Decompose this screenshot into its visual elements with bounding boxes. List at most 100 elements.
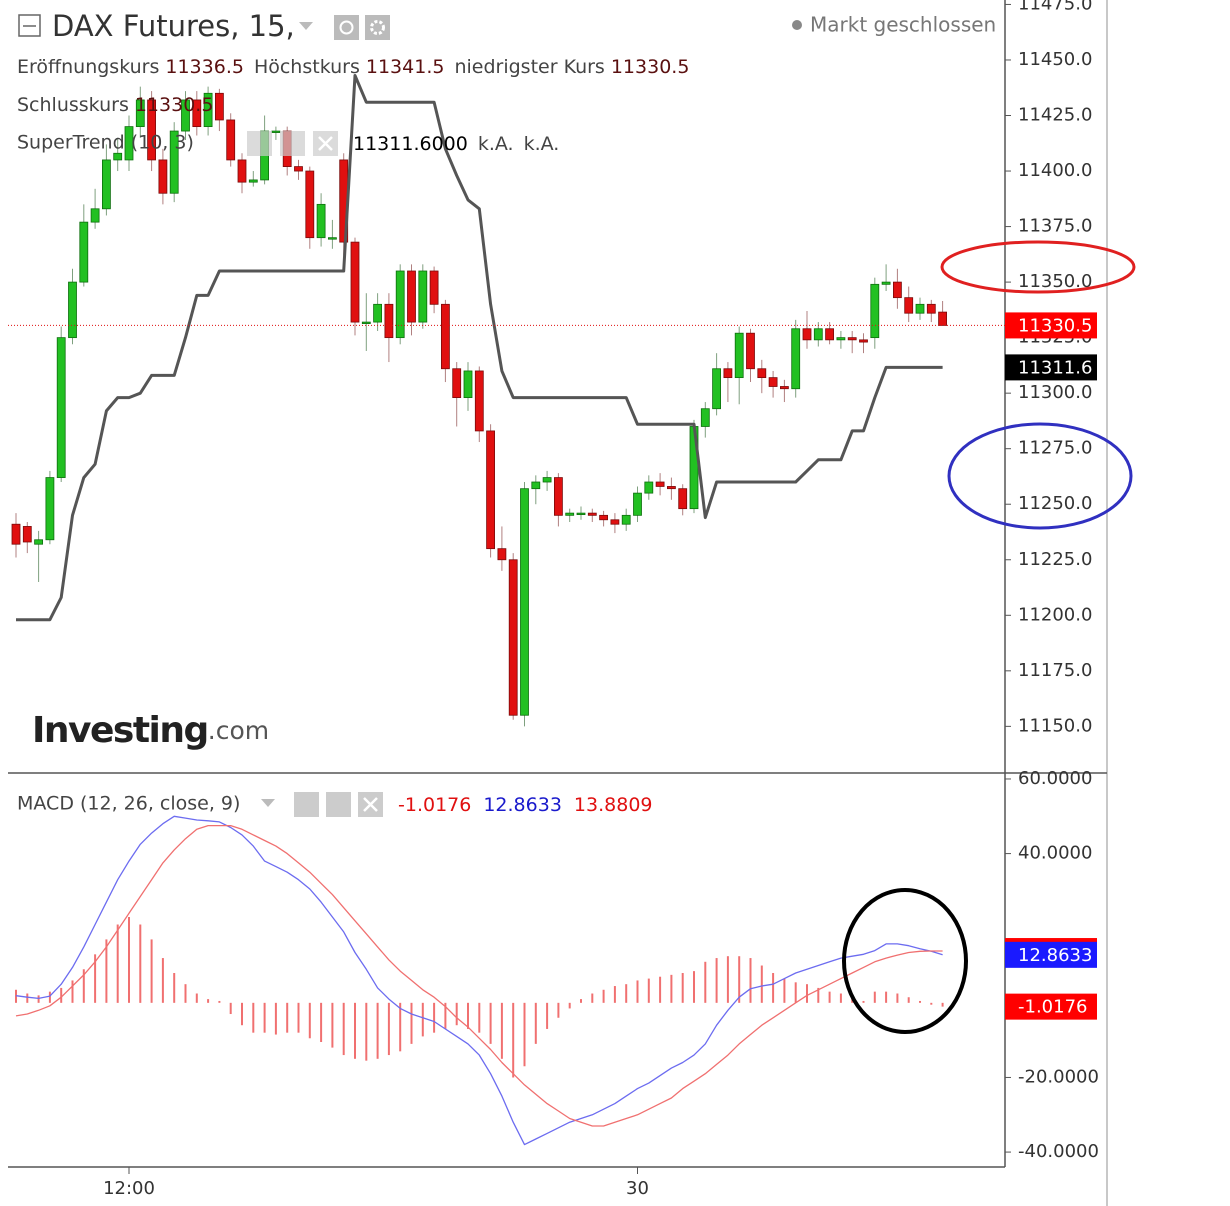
candle-body: [825, 328, 834, 341]
candle-body: [791, 328, 801, 390]
macd-value: 12.8633: [483, 794, 562, 816]
supertrend-values: 11311.6000 k.A. k.A.: [353, 133, 559, 155]
y-tick-label: 11175.0: [1018, 660, 1092, 681]
candle-body: [248, 179, 258, 183]
candle-body: [327, 237, 337, 240]
candle-body: [678, 488, 688, 510]
macd-values: -1.0176 12.8633 13.8809: [398, 794, 653, 816]
candle-body: [802, 328, 812, 341]
candle-body: [474, 370, 484, 432]
low-value: 11330.5: [611, 56, 690, 78]
candle-body: [45, 477, 55, 541]
candle-body: [373, 303, 383, 323]
open-value: 11336.5: [165, 56, 244, 78]
eye-button[interactable]: [334, 15, 359, 40]
x-tick-label: 12:00: [103, 1178, 155, 1199]
candle-body: [68, 281, 77, 339]
y-tick-label: 11400.0: [1018, 160, 1092, 181]
candle-body: [429, 270, 439, 305]
signal-line: [15, 824, 943, 1127]
x-tick-label: 30: [626, 1178, 649, 1199]
candle-body: [237, 159, 247, 183]
annotation-circle: [940, 240, 1136, 294]
last-price-tag: 11330.5: [1018, 315, 1092, 336]
gear-icon: [370, 20, 385, 35]
candle-body: [350, 241, 360, 323]
remove-icon: [363, 797, 378, 812]
candle-body: [621, 514, 631, 525]
candle-body: [124, 126, 134, 161]
annotation-circle: [947, 422, 1133, 530]
candle-body: [768, 377, 778, 387]
candle-body: [11, 523, 21, 545]
supertrend-label: SuperTrend (10, 3): [17, 132, 194, 154]
supertrend-tag-bg: [1005, 354, 1097, 381]
candle-body: [757, 368, 767, 379]
last-price-tag-bg: [1005, 312, 1097, 339]
settings-button[interactable]: [326, 792, 351, 817]
market-status: Markt geschlossen: [810, 13, 996, 37]
dropdown-arrow[interactable]: [299, 22, 313, 30]
y-tick-label: 11475.0: [1018, 0, 1092, 14]
candle-body: [147, 99, 157, 161]
y-tick-label: 11250.0: [1018, 493, 1092, 514]
macd-tag: 12.8633: [1018, 945, 1092, 966]
settings-button[interactable]: [280, 131, 305, 156]
axes: 11150.0 11175.0 11200.0 11225.0 11250.0 11275…: [103, 0, 1099, 1199]
status-dot: [792, 20, 802, 30]
candle-body: [407, 270, 416, 323]
logo: Investing.com: [32, 710, 269, 751]
candle-body: [440, 303, 450, 370]
candle-body: [294, 166, 303, 172]
histogram-tag-bg: [1005, 993, 1097, 1020]
histogram-tag: -1.0176: [1018, 997, 1087, 1018]
candle-body: [610, 519, 620, 525]
collapse-button[interactable]: [18, 14, 41, 37]
candle-body: [893, 281, 902, 299]
candle-body: [305, 170, 315, 239]
macd-line: [15, 815, 943, 1146]
candle-body: [22, 526, 32, 543]
candle-body: [418, 270, 428, 323]
candle-body: [554, 477, 563, 516]
candle-body: [520, 488, 529, 716]
candle-body: [497, 548, 507, 561]
y-tick-label: -40.0000: [1018, 1141, 1099, 1162]
y-tick-label: 11150.0: [1018, 715, 1092, 736]
candle-body: [463, 370, 473, 399]
settings-button[interactable]: [365, 15, 390, 40]
candle-body: [667, 486, 676, 490]
dropdown-arrow[interactable]: [261, 799, 275, 807]
candle-body: [723, 368, 733, 379]
logo-suffix: .com: [208, 716, 269, 745]
y-tick-label: 11350.0: [1018, 271, 1092, 292]
eye-button[interactable]: [294, 792, 319, 817]
candle-body: [135, 99, 145, 128]
candle-body: [813, 328, 823, 341]
candle-body: [915, 303, 925, 314]
y-tick-label: 40.0000: [1018, 843, 1092, 864]
y-tick-label: 11200.0: [1018, 604, 1092, 625]
eye-button[interactable]: [247, 131, 272, 156]
close-value: 11330.5: [135, 94, 214, 116]
candle-body: [938, 311, 947, 326]
candle-body: [90, 208, 100, 223]
candle-body: [587, 512, 597, 516]
candle-body: [361, 321, 371, 324]
candle-body: [181, 99, 190, 132]
candle-body: [508, 559, 518, 716]
supertrend-tag: 11311.6: [1018, 357, 1092, 378]
candle-body: [542, 477, 552, 483]
candle-body: [169, 130, 179, 194]
candle-body: [203, 92, 213, 128]
candle-body: [734, 332, 744, 379]
candle-body: [226, 119, 236, 161]
candle-body: [780, 386, 789, 390]
y-tick-label: 11425.0: [1018, 105, 1092, 126]
candle-body: [531, 481, 541, 490]
y-tick-label: 11275.0: [1018, 438, 1092, 459]
candle-body: [904, 297, 914, 314]
candle-body: [486, 430, 496, 550]
candle-body: [34, 539, 43, 545]
